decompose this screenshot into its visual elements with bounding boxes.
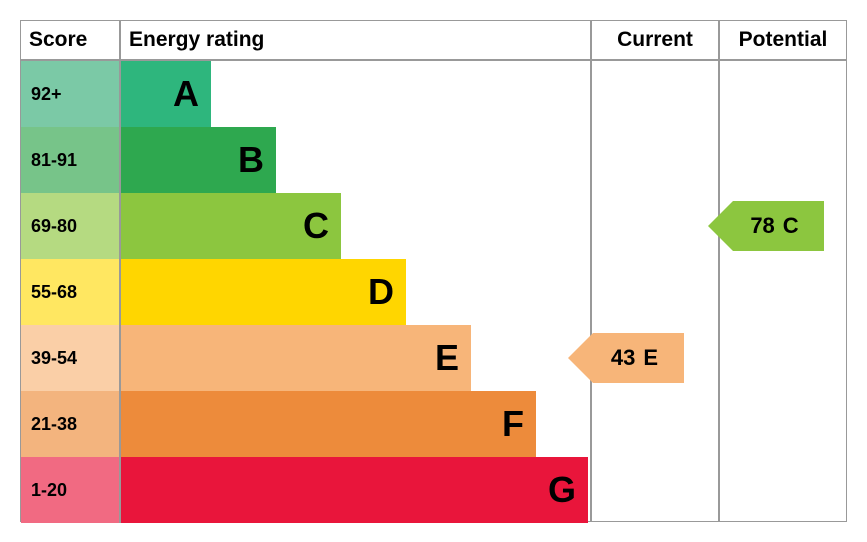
potential-marker: 78 C bbox=[708, 201, 824, 251]
header-row: Score Energy rating Current Potential bbox=[21, 21, 846, 61]
band-row-g: 1-20 G bbox=[21, 457, 846, 523]
rating-bar-d: D bbox=[121, 259, 406, 325]
current-letter: E bbox=[643, 345, 658, 371]
divider-current bbox=[590, 61, 592, 521]
bar-cell-b: B bbox=[121, 127, 846, 193]
current-arrow-icon bbox=[568, 333, 593, 383]
rating-letter-e: E bbox=[435, 337, 459, 379]
rating-bar-g: G bbox=[121, 457, 588, 523]
bar-cell-f: F bbox=[121, 391, 846, 457]
rating-letter-b: B bbox=[238, 139, 264, 181]
band-row-a: 92+ A bbox=[21, 61, 846, 127]
rating-letter-g: G bbox=[548, 469, 576, 511]
score-range-a: 92+ bbox=[21, 61, 121, 127]
rating-letter-d: D bbox=[368, 271, 394, 313]
current-marker-body: 43 E bbox=[593, 333, 684, 383]
score-range-f: 21-38 bbox=[21, 391, 121, 457]
potential-marker-body: 78 C bbox=[733, 201, 824, 251]
band-row-e: 39-54 E bbox=[21, 325, 846, 391]
rating-letter-c: C bbox=[303, 205, 329, 247]
epc-rating-chart: Score Energy rating Current Potential 92… bbox=[20, 20, 847, 522]
bar-cell-e: E bbox=[121, 325, 846, 391]
rating-bar-c: C bbox=[121, 193, 341, 259]
bar-cell-g: G bbox=[121, 457, 846, 523]
potential-value: 78 bbox=[750, 213, 774, 239]
score-range-c: 69-80 bbox=[21, 193, 121, 259]
current-value: 43 bbox=[611, 345, 635, 371]
rating-bar-b: B bbox=[121, 127, 276, 193]
score-range-e: 39-54 bbox=[21, 325, 121, 391]
rating-bar-f: F bbox=[121, 391, 536, 457]
potential-letter: C bbox=[783, 213, 799, 239]
score-range-b: 81-91 bbox=[21, 127, 121, 193]
divider-potential bbox=[718, 61, 720, 521]
header-rating: Energy rating bbox=[121, 21, 590, 59]
header-current: Current bbox=[590, 21, 718, 59]
rating-letter-a: A bbox=[173, 73, 199, 115]
rating-letter-f: F bbox=[502, 403, 524, 445]
score-range-g: 1-20 bbox=[21, 457, 121, 523]
potential-arrow-icon bbox=[708, 201, 733, 251]
bands-area: 92+ A 81-91 B 69-80 C 55-68 D 39-54 E 21-38 F 1-20 G bbox=[21, 61, 846, 523]
header-potential: Potential bbox=[718, 21, 846, 59]
rating-bar-a: A bbox=[121, 61, 211, 127]
rating-bar-e: E bbox=[121, 325, 471, 391]
bar-cell-d: D bbox=[121, 259, 846, 325]
band-row-d: 55-68 D bbox=[21, 259, 846, 325]
header-score: Score bbox=[21, 21, 121, 59]
bar-cell-a: A bbox=[121, 61, 846, 127]
current-marker: 43 E bbox=[568, 333, 684, 383]
score-range-d: 55-68 bbox=[21, 259, 121, 325]
band-row-b: 81-91 B bbox=[21, 127, 846, 193]
band-row-f: 21-38 F bbox=[21, 391, 846, 457]
